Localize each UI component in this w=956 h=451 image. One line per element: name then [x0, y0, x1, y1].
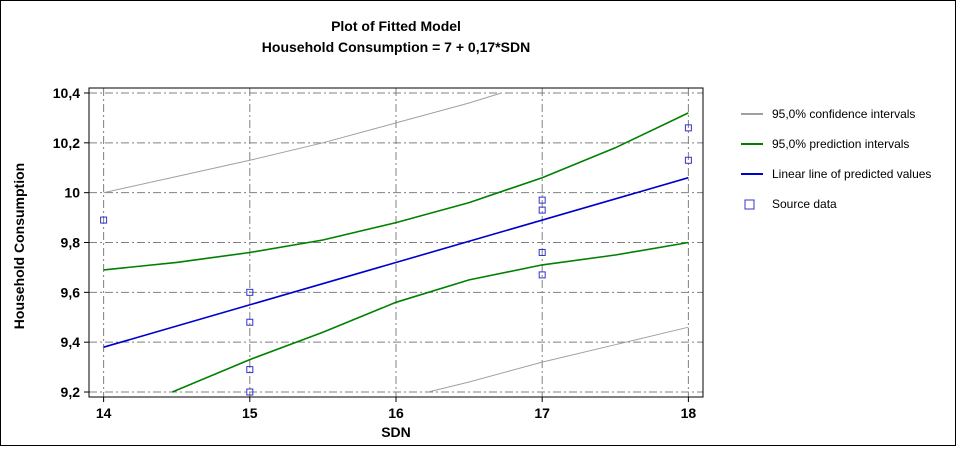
source-data-point	[538, 196, 546, 204]
source-data-point	[246, 388, 254, 396]
prediction-interval-upper	[103, 112, 689, 271]
prediction-interval-lower	[171, 241, 689, 393]
source-data-point	[684, 156, 692, 164]
y-tick-label: 10	[64, 185, 80, 201]
source-data-point	[100, 216, 108, 224]
legend-label: 95,0% confidence intervals	[772, 107, 915, 121]
source-data-point	[246, 318, 254, 326]
predicted-line	[103, 176, 689, 348]
legend-marker-source-data	[744, 199, 755, 210]
x-tick-label: 16	[388, 405, 404, 421]
source-data-point	[684, 124, 692, 132]
y-tick-label: 9,2	[61, 384, 81, 400]
source-data-point	[246, 366, 254, 374]
y-tick-label: 10,4	[53, 85, 80, 101]
source-data-point	[538, 271, 546, 279]
chart-subtitle: Household Consumption = 7 + 0,17*SDN	[262, 39, 530, 55]
source-data-point	[246, 288, 254, 296]
source-data-point	[538, 248, 546, 256]
y-axis-label: Household Consumption	[11, 163, 27, 329]
legend-label: Linear line of predicted values	[772, 167, 931, 181]
series-layer	[100, 92, 692, 396]
y-tick-label: 9,8	[61, 235, 81, 251]
x-axis-label: SDN	[381, 424, 411, 440]
source-data-point	[538, 206, 546, 214]
y-tick-label: 9,6	[61, 284, 81, 300]
x-tick-label: 17	[534, 405, 550, 421]
x-tick-label: 15	[242, 405, 258, 421]
legend-label: 95,0% prediction intervals	[772, 137, 909, 151]
chart-title: Plot of Fitted Model	[331, 18, 461, 34]
x-axis-ticks: 14 15 16 17 18	[96, 397, 697, 421]
x-tick-label: 14	[96, 405, 112, 421]
plot-content	[100, 92, 692, 396]
legend-label: Source data	[772, 197, 837, 211]
x-tick-label: 18	[681, 405, 697, 421]
y-tick-label: 9,4	[61, 334, 81, 350]
confidence-interval-upper	[103, 92, 502, 194]
y-axis-ticks: 9,2 9,4 9,6 9,8 10 10,2 10,4	[53, 85, 89, 400]
legend: 95,0% confidence intervals 95,0% predicti…	[741, 107, 931, 211]
confidence-interval-lower	[428, 326, 689, 393]
y-tick-label: 10,2	[53, 135, 80, 151]
grid-layer	[89, 88, 703, 397]
